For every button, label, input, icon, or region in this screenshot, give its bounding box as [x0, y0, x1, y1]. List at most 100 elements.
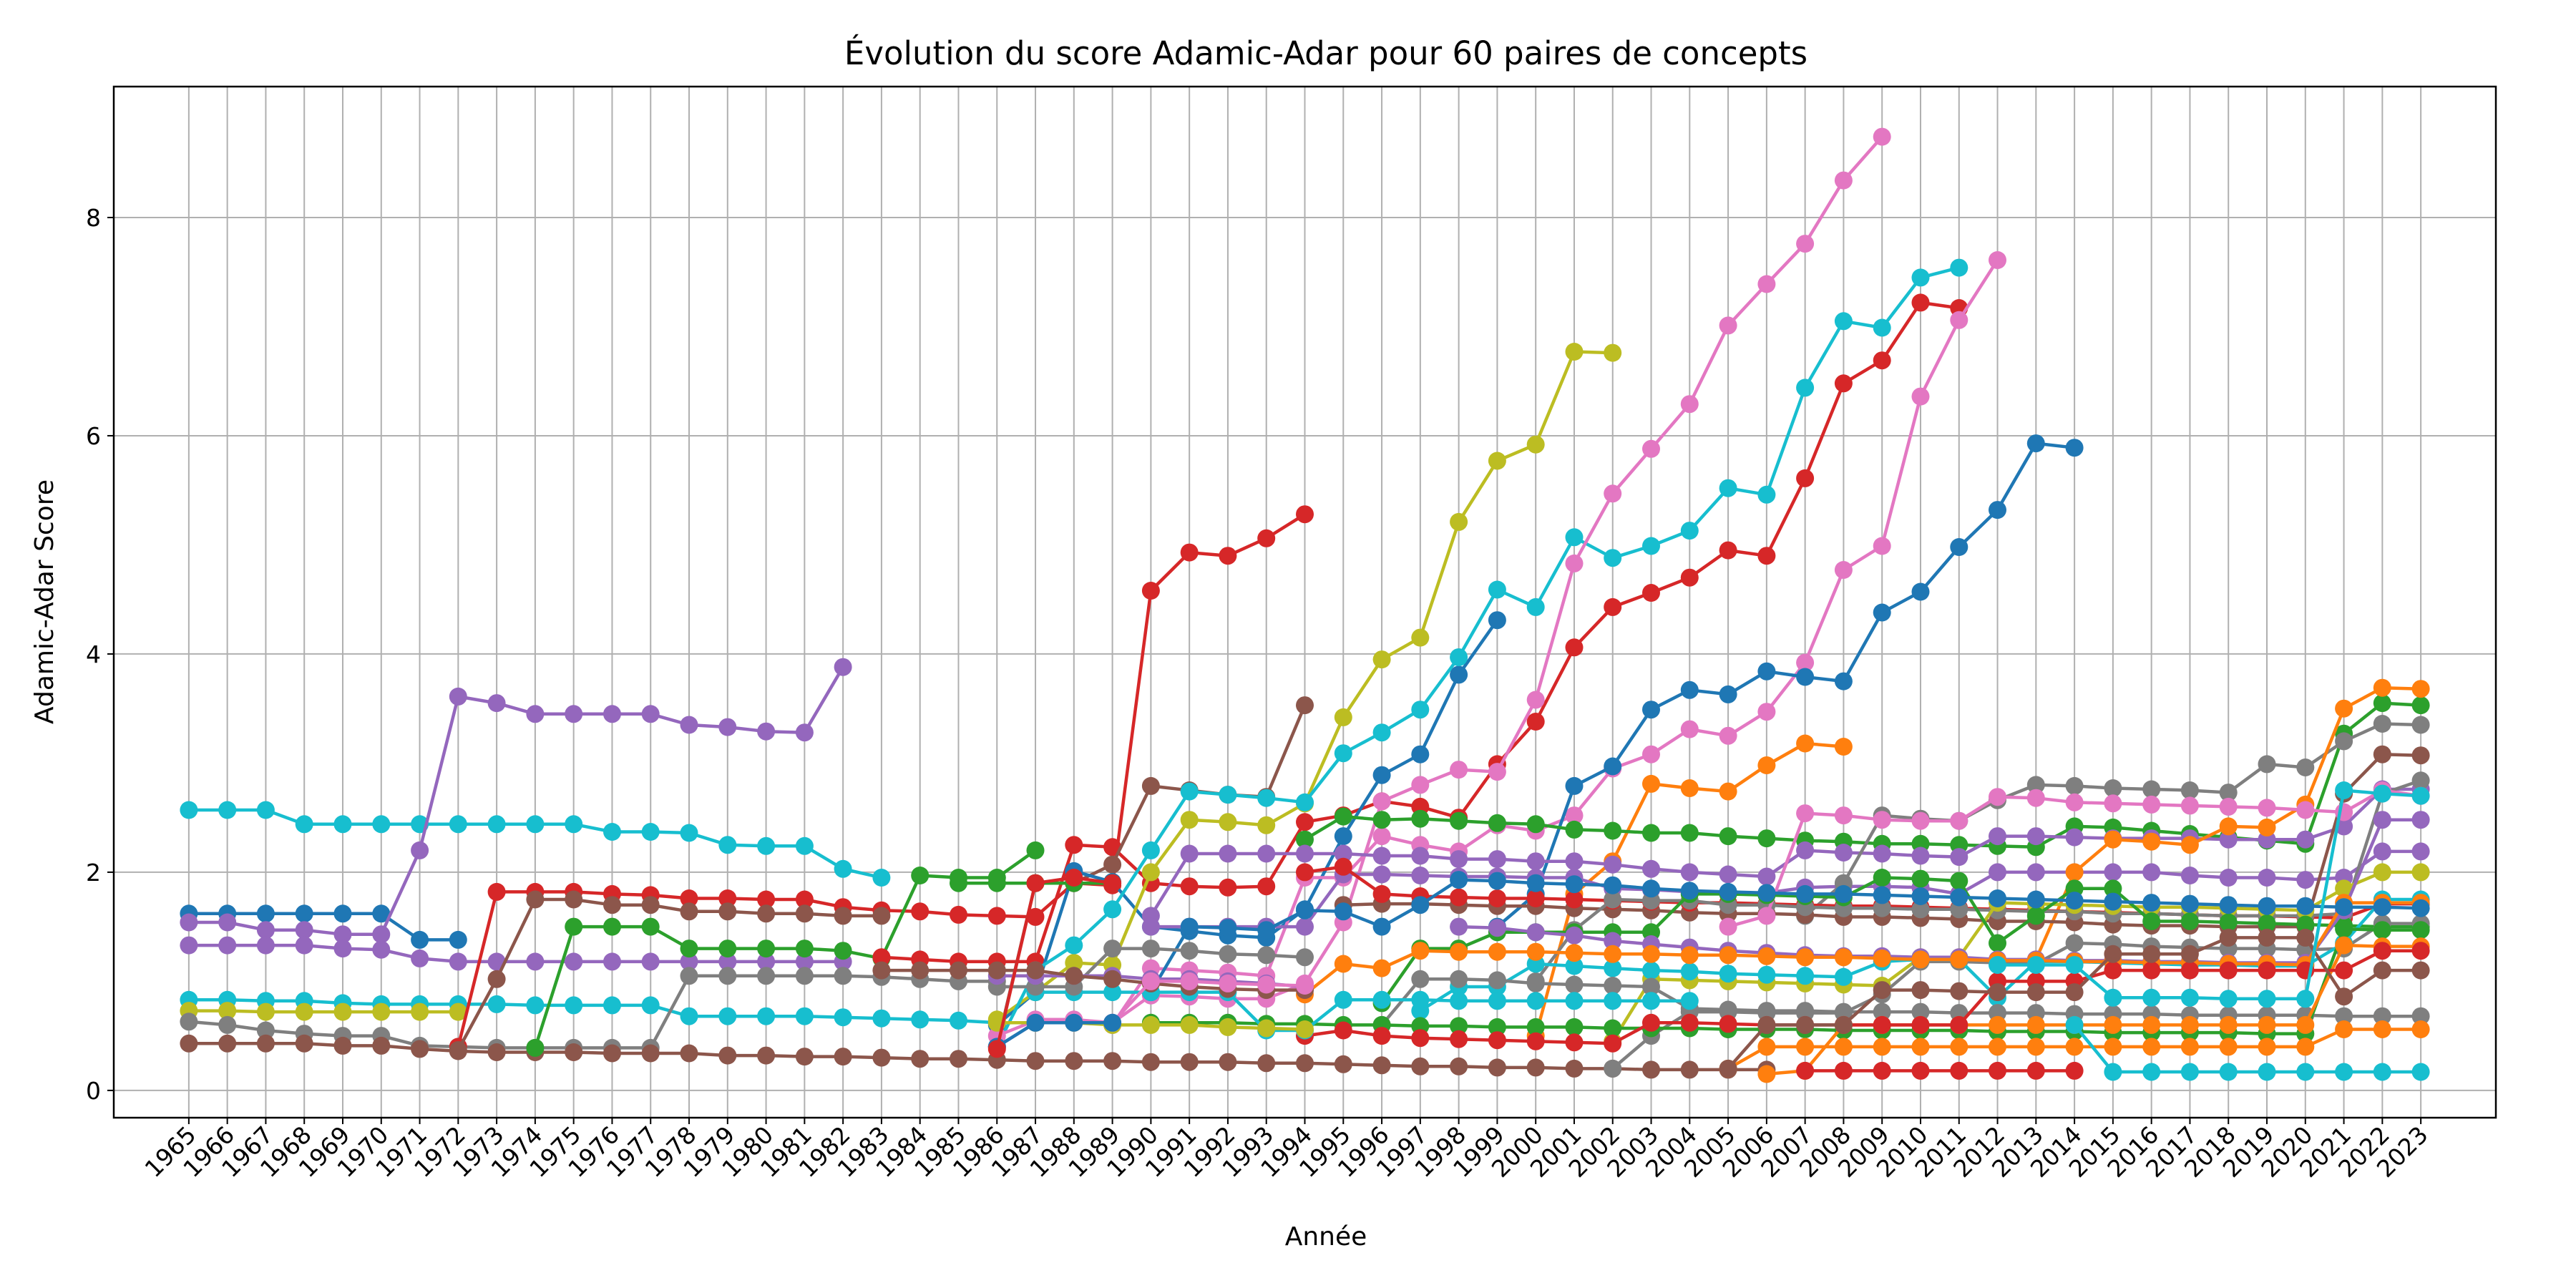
data-point: [1642, 745, 1660, 763]
data-point: [2180, 912, 2199, 930]
data-point: [1989, 827, 2006, 846]
data-point: [180, 1013, 198, 1031]
data-point: [1642, 879, 1660, 898]
data-point: [1604, 959, 1622, 977]
data-point: [1180, 877, 1199, 896]
data-point: [1411, 1029, 1430, 1048]
data-point: [2258, 897, 2276, 915]
data-point: [1565, 944, 1584, 962]
data-point: [218, 936, 237, 955]
data-point: [1757, 662, 1776, 680]
data-point: [1680, 1013, 1699, 1032]
series-37: [1141, 871, 2430, 1002]
data-point: [2258, 1038, 2276, 1056]
data-point: [487, 694, 506, 713]
data-point: [2104, 779, 2122, 797]
data-point: [180, 913, 198, 932]
data-point: [1796, 734, 1815, 753]
data-point: [1257, 946, 1276, 965]
data-point: [1834, 312, 1853, 331]
data-point: [1565, 1033, 1584, 1052]
data-point: [2296, 871, 2315, 889]
data-point: [2296, 915, 2315, 934]
data-point: [1719, 685, 1737, 703]
data-point: [1526, 923, 1545, 942]
data-point: [1526, 942, 1545, 961]
data-point: [2104, 879, 2122, 898]
data-point: [2373, 715, 2391, 733]
data-point: [2142, 988, 2161, 1007]
data-point: [2411, 921, 2430, 940]
data-point: [2219, 830, 2238, 849]
data-point: [1141, 1053, 1160, 1071]
data-point: [1488, 1018, 1506, 1036]
data-point: [256, 801, 275, 819]
data-point: [1680, 863, 1699, 882]
data-point: [911, 1050, 930, 1068]
data-point: [1911, 950, 1930, 969]
data-point: [718, 967, 737, 985]
data-point: [680, 824, 698, 842]
data-point: [1911, 981, 1930, 1000]
data-point: [1834, 1061, 1853, 1080]
data-point: [2026, 434, 2045, 453]
data-point: [1604, 945, 1622, 963]
data-point: [487, 882, 506, 901]
data-point: [372, 904, 391, 923]
data-point: [1565, 890, 1584, 909]
data-point: [2104, 1038, 2122, 1056]
data-point: [2258, 914, 2276, 933]
data-point: [411, 930, 429, 949]
data-point: [1026, 961, 1045, 980]
data-point: [1604, 890, 1622, 909]
data-point: [565, 952, 583, 971]
data-point: [1026, 841, 1045, 859]
data-point: [1219, 919, 1237, 937]
data-point: [1989, 889, 2006, 907]
data-point: [1103, 855, 1122, 874]
data-point: [2219, 990, 2238, 1008]
data-point: [1180, 782, 1199, 801]
data-point: [680, 1044, 698, 1063]
data-point: [1450, 1057, 1468, 1075]
data-point: [1065, 936, 1083, 955]
data-point: [2104, 961, 2122, 980]
data-point: [1450, 992, 1468, 1010]
data-point: [950, 905, 967, 924]
data-point: [1565, 875, 1584, 894]
data-point: [1450, 888, 1468, 907]
data-point: [487, 970, 506, 988]
data-point: [565, 815, 583, 834]
data-point: [1219, 945, 1237, 963]
data-point: [1642, 1060, 1660, 1079]
data-point: [295, 1034, 313, 1053]
data-point: [449, 815, 467, 834]
data-point: [1219, 813, 1237, 831]
data-point: [1296, 844, 1314, 863]
data-point: [2296, 897, 2315, 915]
data-point: [718, 836, 737, 854]
data-point: [2065, 1061, 2084, 1080]
data-point: [1141, 940, 1160, 958]
data-point: [757, 1007, 776, 1025]
data-point: [2026, 890, 2045, 909]
data-point: [1026, 907, 1045, 926]
data-point: [987, 961, 1006, 980]
data-point: [1680, 395, 1699, 414]
data-point: [603, 917, 621, 936]
series-42: [1796, 1061, 2084, 1080]
data-point: [1296, 505, 1314, 524]
data-point: [1526, 597, 1545, 616]
data-point: [1372, 1027, 1391, 1045]
data-point: [1642, 961, 1660, 980]
data-point: [641, 705, 660, 723]
data-point: [1141, 841, 1160, 859]
data-point: [795, 967, 814, 985]
data-point: [2142, 832, 2161, 851]
data-point: [2219, 1038, 2238, 1056]
series-47: [987, 940, 1314, 996]
data-point: [1411, 701, 1430, 719]
data-point: [2142, 912, 2161, 930]
data-point: [1488, 452, 1506, 470]
data-point: [757, 836, 776, 855]
